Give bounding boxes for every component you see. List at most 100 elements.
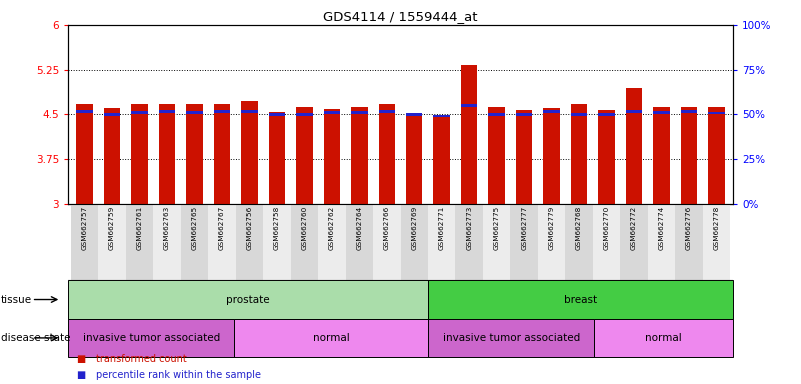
Text: GSM662777: GSM662777 <box>521 206 527 250</box>
Bar <box>433 116 450 204</box>
Bar <box>214 104 230 204</box>
Bar <box>626 88 642 204</box>
Text: GSM662761: GSM662761 <box>136 206 143 250</box>
Text: invasive tumor associated: invasive tumor associated <box>83 333 219 343</box>
Text: GSM662758: GSM662758 <box>274 206 280 250</box>
Text: GSM662760: GSM662760 <box>301 206 308 250</box>
Bar <box>483 204 510 280</box>
Bar <box>318 204 345 280</box>
Text: percentile rank within the sample: percentile rank within the sample <box>96 370 261 380</box>
Bar <box>461 65 477 204</box>
Bar <box>571 104 587 204</box>
Text: tissue: tissue <box>1 295 32 305</box>
Bar <box>131 104 147 204</box>
Text: GSM662772: GSM662772 <box>631 206 637 250</box>
Bar <box>566 204 593 280</box>
Text: GSM662756: GSM662756 <box>247 206 252 250</box>
Bar <box>268 113 285 116</box>
Bar <box>268 113 285 204</box>
Bar <box>571 113 587 116</box>
Bar <box>537 204 566 280</box>
Bar <box>593 204 620 280</box>
Bar <box>654 106 670 204</box>
Bar <box>241 101 258 204</box>
Bar <box>489 106 505 204</box>
Bar <box>159 104 175 204</box>
Bar <box>186 104 203 204</box>
Bar <box>324 109 340 204</box>
Text: GSM662764: GSM662764 <box>356 206 362 250</box>
Bar <box>351 106 368 204</box>
Bar <box>648 204 675 280</box>
Bar <box>681 106 697 204</box>
Text: disease state: disease state <box>1 333 70 343</box>
Text: ■: ■ <box>76 370 86 380</box>
Bar <box>324 111 340 114</box>
Bar <box>99 204 126 280</box>
Bar <box>76 110 93 113</box>
Text: transformed count: transformed count <box>96 354 187 364</box>
Bar <box>241 110 258 113</box>
Bar <box>181 204 208 280</box>
Bar <box>400 204 428 280</box>
Text: GSM662774: GSM662774 <box>658 206 665 250</box>
Bar <box>620 204 648 280</box>
Bar <box>235 319 429 357</box>
Text: GSM662757: GSM662757 <box>82 206 87 250</box>
Bar <box>708 112 725 114</box>
Bar <box>131 111 147 114</box>
Text: GSM662773: GSM662773 <box>466 206 472 250</box>
Bar <box>598 113 615 116</box>
Bar <box>159 110 175 113</box>
Text: prostate: prostate <box>227 295 270 305</box>
Bar <box>345 204 373 280</box>
Bar <box>433 115 450 118</box>
Bar <box>186 111 203 114</box>
Text: GSM662768: GSM662768 <box>576 206 582 250</box>
Bar <box>104 108 120 204</box>
Bar <box>510 204 537 280</box>
Text: GSM662770: GSM662770 <box>603 206 610 250</box>
Bar <box>291 204 318 280</box>
Bar <box>76 104 93 204</box>
Bar <box>429 319 594 357</box>
Bar <box>428 204 456 280</box>
Bar <box>379 110 395 113</box>
Bar <box>543 108 560 204</box>
Bar <box>516 113 533 116</box>
Text: GSM662763: GSM662763 <box>164 206 170 250</box>
Bar <box>235 204 264 280</box>
Text: GSM662765: GSM662765 <box>191 206 198 250</box>
Bar <box>598 110 615 204</box>
Bar <box>214 110 230 113</box>
Bar <box>489 113 505 116</box>
Text: GSM662779: GSM662779 <box>549 206 554 250</box>
Text: GSM662762: GSM662762 <box>329 206 335 250</box>
Bar <box>681 110 697 113</box>
Bar <box>70 204 99 280</box>
Bar <box>594 319 733 357</box>
Text: GSM662776: GSM662776 <box>686 206 692 250</box>
Bar <box>461 104 477 107</box>
Text: GSM662771: GSM662771 <box>439 206 445 250</box>
Bar <box>296 113 312 116</box>
Bar <box>264 204 291 280</box>
Text: GSM662766: GSM662766 <box>384 206 390 250</box>
Bar <box>675 204 702 280</box>
Text: ■: ■ <box>76 354 86 364</box>
Bar <box>373 204 400 280</box>
Bar <box>708 106 725 204</box>
Bar <box>296 106 312 204</box>
Bar <box>208 204 235 280</box>
Text: GSM662778: GSM662778 <box>714 206 719 250</box>
Text: normal: normal <box>646 333 682 343</box>
Bar <box>126 204 153 280</box>
Bar <box>702 204 731 280</box>
Text: GSM662759: GSM662759 <box>109 206 115 250</box>
Bar <box>406 113 422 204</box>
Bar <box>351 111 368 114</box>
Bar <box>406 113 422 116</box>
Bar <box>379 104 395 204</box>
Bar <box>516 110 533 204</box>
Bar <box>153 204 181 280</box>
